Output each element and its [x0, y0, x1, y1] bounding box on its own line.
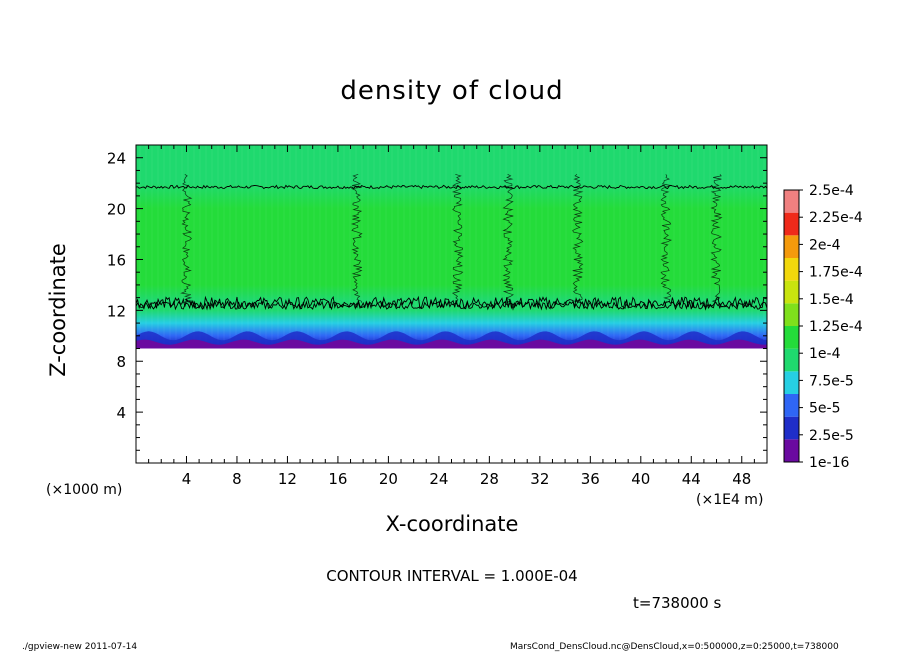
colorbar-segment	[784, 416, 799, 440]
plot-area	[135, 144, 768, 464]
x-tick-label: 20	[379, 470, 398, 488]
plume-streak	[180, 174, 193, 304]
colorbar-label: 2.25e-4	[809, 210, 863, 226]
y-tick-label: 24	[107, 150, 126, 168]
field-texture	[136, 145, 767, 349]
x-tick-label: 40	[631, 470, 650, 488]
colorbar-segment	[784, 258, 799, 281]
footer-left: ./gpview-new 2011-07-14	[22, 642, 138, 652]
x-tick-label: 16	[328, 470, 347, 488]
y-tick-label: 20	[107, 201, 126, 219]
colorbar: 2.5e-4 2.25e-4 2e-4 1.75e-4 1.5e-4 1.25e-4 1e-…	[783, 183, 863, 471]
y-axis: 4 8 12 16 20 24	[107, 150, 767, 451]
colorbar-segment	[784, 303, 799, 326]
colorbar-segment	[784, 348, 799, 372]
x-axis-label: X-coordinate	[385, 512, 519, 536]
colorbar-label: 7.5e-5	[809, 373, 854, 389]
contour-cloud-top	[135, 184, 768, 190]
contour-cloud-base	[135, 295, 768, 311]
x-axis: 4 8 12 16 20 24 28 32 36 40 44 48	[148, 145, 755, 488]
time-stamp: t=738000 s	[633, 594, 722, 612]
colorbar-label: 1e-16	[809, 455, 849, 471]
colorbar-label: 1.75e-4	[809, 265, 863, 281]
plume-streak	[502, 173, 514, 304]
x-tick-label: 8	[232, 470, 242, 488]
x-tick-label: 44	[682, 470, 701, 488]
colorbar-segment	[784, 280, 799, 304]
chart-title: density of cloud	[340, 76, 564, 106]
plume-streak	[451, 173, 464, 303]
empty-region	[136, 348, 767, 463]
x-tick-label: 32	[530, 470, 549, 488]
contour-interval-note: CONTOUR INTERVAL = 1.000E-04	[326, 567, 578, 585]
y-axis-label: Z-coordinate	[46, 243, 70, 377]
y-tick-label: 12	[107, 302, 126, 320]
colorbar-label: 1.25e-4	[809, 319, 863, 335]
colorbar-label: 1e-4	[809, 346, 841, 362]
colorbar-label: 1.5e-4	[809, 292, 854, 308]
y-tick-label: 4	[116, 404, 126, 422]
plume-streak	[572, 174, 584, 304]
plume-streak	[350, 173, 363, 303]
x-tick-label: 12	[278, 470, 297, 488]
footer-right: MarsCond_DensCloud.nc@DensCloud,x=0:5000…	[510, 642, 839, 652]
x-tick-label: 48	[732, 470, 751, 488]
plume-streak	[660, 174, 673, 304]
x-axis-unit: (×1E4 m)	[696, 492, 764, 508]
y-tick-label: 8	[116, 353, 126, 371]
x-tick-label: 4	[182, 470, 192, 488]
colorbar-label: 5e-5	[809, 401, 840, 417]
x-tick-label: 24	[429, 470, 448, 488]
colorbar-label: 2.5e-5	[809, 428, 854, 444]
colorbar-segment	[784, 439, 799, 462]
colorbar-segment	[784, 326, 799, 349]
lower-purple-band	[136, 339, 767, 349]
colorbar-segment	[784, 371, 799, 394]
x-tick-label: 28	[480, 470, 499, 488]
colorbar-segment	[784, 235, 799, 258]
contour-cloud-base-2	[135, 299, 768, 311]
y-tick-label: 16	[107, 251, 126, 269]
colorbar-segment	[784, 212, 799, 236]
x-tick-label: 36	[581, 470, 600, 488]
y-axis-unit: (×1000 m)	[46, 482, 123, 498]
plume-streak	[710, 174, 723, 304]
colorbar-label: 2e-4	[809, 237, 841, 253]
colorbar-segment	[784, 394, 799, 417]
colorbar-segment	[784, 190, 799, 213]
colorbar-label: 2.5e-4	[809, 183, 854, 199]
